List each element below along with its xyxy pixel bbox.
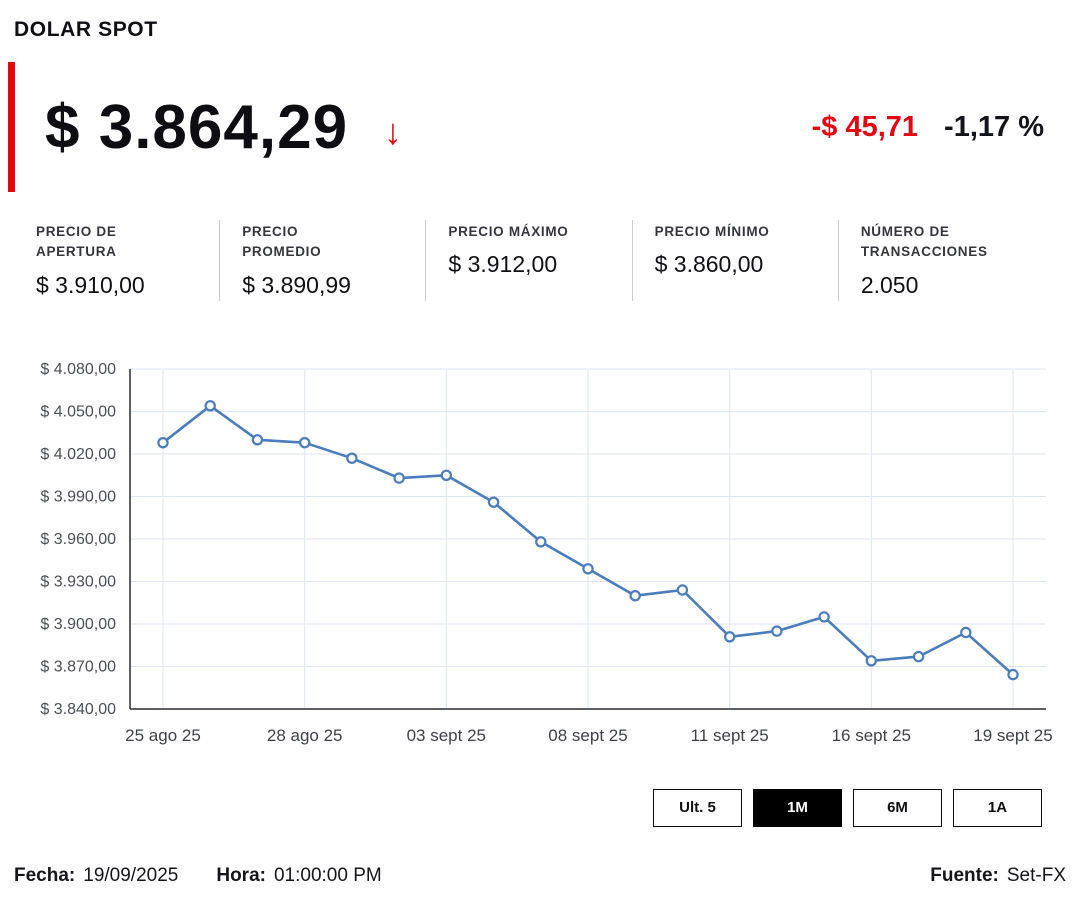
price-line-chart-svg: $ 3.840,00 $ 3.870,00 $ 3.900,00 $ 3.930,00… xyxy=(40,361,1052,745)
range-button-1m[interactable]: 1M xyxy=(753,788,842,827)
svg-text:$ 3.900,00: $ 3.900,00 xyxy=(40,616,116,633)
stat-label: PRECIO MÁXIMO xyxy=(448,224,569,239)
svg-text:$ 3.840,00: $ 3.840,00 xyxy=(40,701,116,718)
source-value: Set-FX xyxy=(1006,864,1066,886)
price-down-arrow-icon: ↓ xyxy=(384,111,403,152)
stat-label: PRECIO MÍNIMO xyxy=(654,224,770,239)
svg-text:$ 4.020,00: $ 4.020,00 xyxy=(40,446,116,463)
stat-label: PRECIO DE APERTURA xyxy=(36,224,117,260)
svg-text:$ 3.960,00: $ 3.960,00 xyxy=(40,531,116,548)
svg-text:28 ago 25: 28 ago 25 xyxy=(267,726,343,745)
svg-text:25 ago 25: 25 ago 25 xyxy=(125,726,201,745)
date-value: 19/09/2025 xyxy=(83,864,179,886)
quote-change-group: -$ 45,71 -1,17 % xyxy=(812,111,1044,144)
stat-value: $ 3.910,00 xyxy=(36,271,145,298)
svg-text:$ 4.080,00: $ 4.080,00 xyxy=(40,361,116,378)
svg-text:$ 3.990,00: $ 3.990,00 xyxy=(40,488,116,505)
svg-text:$ 4.050,00: $ 4.050,00 xyxy=(40,403,116,420)
stat-numero-transacciones: NÚMERO DE TRANSACCIONES 2.050 xyxy=(837,220,1044,301)
stat-value: $ 3.860,00 xyxy=(654,251,764,278)
stat-label: NÚMERO DE TRANSACCIONES xyxy=(860,224,988,260)
svg-text:11 sept 25: 11 sept 25 xyxy=(691,726,769,745)
footer-source: Fuente: Set-FX xyxy=(930,865,1066,887)
svg-text:$ 3.870,00: $ 3.870,00 xyxy=(40,658,116,675)
page-title: DOLAR SPOT xyxy=(14,18,158,41)
svg-text:08 sept 25: 08 sept 25 xyxy=(548,726,627,745)
stat-value: 2.050 xyxy=(860,271,919,298)
footer-datetime: Fecha: 19/09/2025 Hora: 01:00:00 PM xyxy=(14,865,382,887)
range-button-1a[interactable]: 1A xyxy=(953,788,1042,827)
stat-label: PRECIO PROMEDIO xyxy=(242,224,322,260)
svg-text:19 sept 25: 19 sept 25 xyxy=(973,726,1052,745)
svg-text:03 sept 25: 03 sept 25 xyxy=(407,726,486,745)
quote-panel: $ 3.864,29 ↓ -$ 45,71 -1,17 % xyxy=(8,62,1080,192)
footer: Fecha: 19/09/2025 Hora: 01:00:00 PM Fuente:… xyxy=(14,865,1066,887)
svg-text:16 sept 25: 16 sept 25 xyxy=(832,726,911,745)
time-label: Hora: xyxy=(216,864,266,886)
stat-value: $ 3.912,00 xyxy=(448,251,558,278)
stat-precio-maximo: PRECIO MÁXIMO $ 3.912,00 xyxy=(425,220,631,301)
price-change-absolute: -$ 45,71 xyxy=(811,110,919,143)
current-price: $ 3.864,29 xyxy=(45,92,349,162)
range-button-ult5[interactable]: Ult. 5 xyxy=(653,788,742,827)
stat-precio-minimo: PRECIO MÍNIMO $ 3.860,00 xyxy=(631,220,838,301)
price-change-percent: -1,17 % xyxy=(944,110,1044,143)
stat-precio-promedio: PRECIO PROMEDIO $ 3.890,99 xyxy=(219,220,425,301)
stat-value: $ 3.890,99 xyxy=(242,271,351,298)
stat-precio-apertura: PRECIO DE APERTURA $ 3.910,00 xyxy=(36,220,219,301)
time-value: 01:00:00 PM xyxy=(273,864,382,886)
quote-price-group: $ 3.864,29 ↓ xyxy=(45,92,402,163)
stats-row: PRECIO DE APERTURA $ 3.910,00 PRECIO PRO… xyxy=(36,220,1044,301)
range-buttons: Ult. 5 1M 6M 1A xyxy=(0,788,1042,827)
svg-text:$ 3.930,00: $ 3.930,00 xyxy=(40,573,116,590)
range-button-6m[interactable]: 6M xyxy=(853,788,942,827)
date-label: Fecha: xyxy=(14,864,76,886)
price-chart: $ 3.840,00 $ 3.870,00 $ 3.900,00 $ 3.930,00… xyxy=(0,351,1080,751)
source-label: Fuente: xyxy=(930,864,999,886)
